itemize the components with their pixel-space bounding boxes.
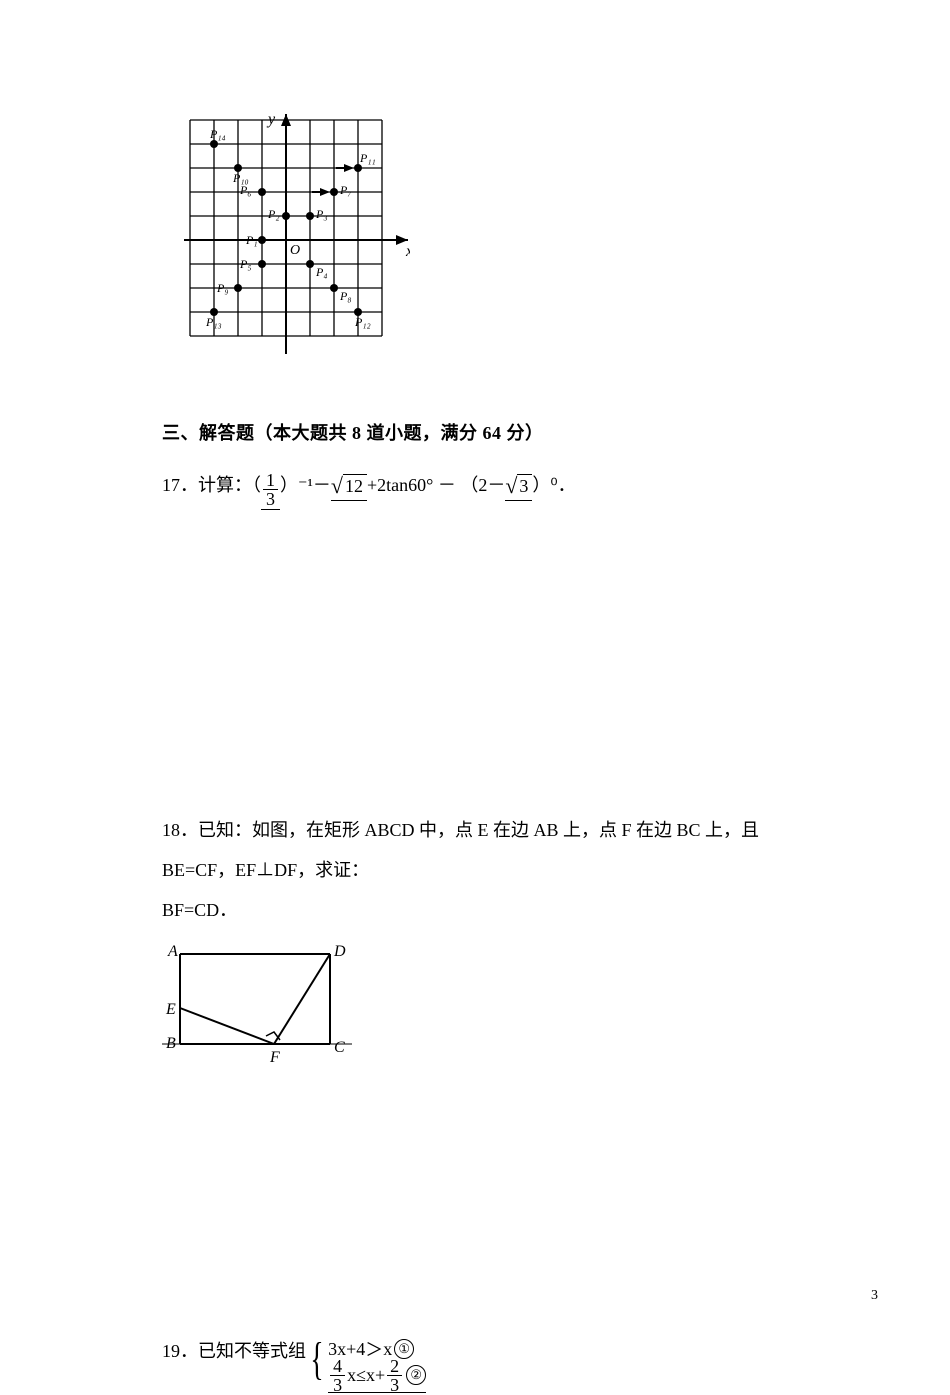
svg-text:F: F xyxy=(269,1049,280,1066)
q19-cases: { 3x+4 ＞ x ① 4 3 x ≤ x+ 2 xyxy=(306,1336,426,1393)
svg-text:B: B xyxy=(166,1035,176,1052)
svg-text:P₇: P₇ xyxy=(339,183,352,197)
svg-text:P₁: P₁ xyxy=(245,233,258,247)
svg-text:y: y xyxy=(266,111,276,128)
question-17: 17．计算：（ 1 3 ）⁻¹－ √ 12 +2tan60° － （2－ √ 3 xyxy=(162,471,788,510)
section-3-heading: 三、解答题（本大题共 8 道小题，满分 64 分） xyxy=(162,419,788,445)
q19-prefix: 19．已知不等式组 xyxy=(162,1336,306,1362)
svg-text:E: E xyxy=(165,1001,176,1018)
q18-line2: BF=CD． xyxy=(162,890,788,930)
q19-frac-4-3: 4 3 xyxy=(330,1357,345,1394)
svg-text:P₁₄: P₁₄ xyxy=(209,127,226,141)
svg-text:P₂: P₂ xyxy=(267,207,280,221)
q18-line1: 18．已知：如图，在矩形 ABCD 中，点 E 在边 AB 上，点 F 在边 B… xyxy=(162,810,788,890)
svg-text:P₁₁: P₁₁ xyxy=(359,151,376,165)
svg-text:A: A xyxy=(167,943,178,960)
svg-text:P₉: P₉ xyxy=(216,281,229,295)
svg-text:P₁₃: P₁₃ xyxy=(205,315,222,329)
q17-mid: +2tan60° － （2－ xyxy=(367,471,505,499)
q19-frac-2-3: 2 3 xyxy=(387,1357,402,1394)
q17-exp1: ）⁻¹－ xyxy=(280,471,331,499)
page-number: 3 xyxy=(871,1288,878,1304)
q17-tail: ）⁰． xyxy=(532,471,575,499)
brace-icon: { xyxy=(310,1336,323,1393)
svg-text:P₁₂: P₁₂ xyxy=(354,315,371,329)
q17-frac-1-3: 1 3 xyxy=(261,471,280,510)
svg-text:P₁₀: P₁₀ xyxy=(232,171,249,185)
svg-text:O: O xyxy=(290,243,300,258)
q18-svg: A D B C E F xyxy=(162,936,352,1066)
svg-text:P₅: P₅ xyxy=(239,257,252,271)
svg-text:C: C xyxy=(334,1039,345,1056)
page: x y O P₁ P₂ P₃ P₄ P₅ P₆ P₇ P₈ P₉ P₁₀ P₁₁ P₁₂ P₁₃ P₁₄ 三、解… xyxy=(0,0,950,1344)
coordinate-graph: x y O P₁ P₂ P₃ P₄ P₅ P₆ P₇ P₈ P₉ P₁₀ P₁₁ P₁₂ P₁₃ P₁₄ xyxy=(170,110,788,375)
question-18: 18．已知：如图，在矩形 ABCD 中，点 E 在边 AB 上，点 F 在边 B… xyxy=(162,810,788,1080)
q19-row2: 4 3 x ≤ x+ 2 3 ② xyxy=(328,1362,426,1388)
q17-sqrt12: √ 12 xyxy=(331,471,367,501)
graph-svg: x y O P₁ P₂ P₃ P₄ P₅ P₆ P₇ P₈ P₉ P₁₀ P₁₁ P₁₂ P₁₃ P₁₄ xyxy=(170,110,410,370)
circled-2-icon: ② xyxy=(406,1365,426,1385)
q18-figure: A D B C E F xyxy=(162,936,788,1080)
question-19: 19．已知不等式组 { 3x+4 ＞ x ① 4 3 x ≤ x+ xyxy=(162,1336,788,1393)
svg-text:P₄: P₄ xyxy=(315,265,328,279)
svg-text:x: x xyxy=(405,243,410,260)
svg-text:P₈: P₈ xyxy=(339,289,352,303)
svg-text:P₃: P₃ xyxy=(315,207,328,221)
q17-sqrt3: √ 3 xyxy=(505,471,532,501)
svg-text:D: D xyxy=(333,943,346,960)
q17-prefix: 17．计算：（ xyxy=(162,471,261,499)
svg-text:P₆: P₆ xyxy=(239,183,252,197)
